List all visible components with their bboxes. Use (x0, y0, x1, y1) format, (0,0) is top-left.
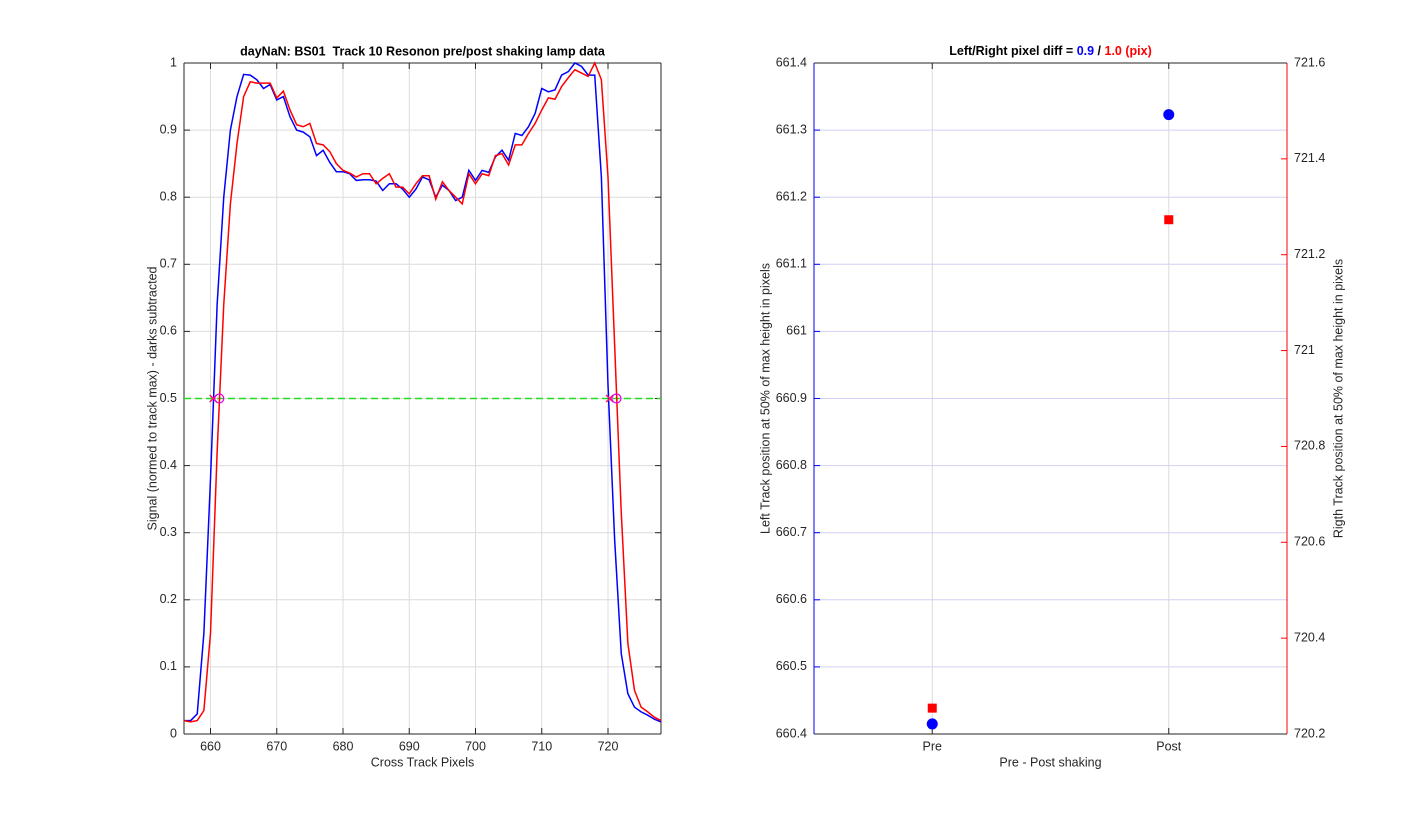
x-tick-label: Post (1156, 739, 1182, 753)
title-part: 1.0 (pix) (1105, 44, 1152, 58)
x-tick-label: 660 (200, 739, 221, 753)
y2-tick-label: 720.6 (1294, 535, 1325, 549)
y-tick-label: 0.9 (160, 122, 177, 136)
series-line (184, 62, 662, 723)
x-tick-label: 710 (531, 739, 552, 753)
chart-title: Left/Right pixel diff = 0.9 / 1.0 (pix) (949, 44, 1152, 58)
y-tick-label: 0.1 (160, 659, 177, 673)
y-tick-label: 661.3 (776, 122, 807, 136)
x-tick-label: 680 (333, 739, 354, 753)
y2-tick-label: 721 (1294, 343, 1315, 357)
y2-tick-label: 720.2 (1294, 726, 1325, 740)
y-tick-label: 660.6 (776, 592, 807, 606)
marker (1164, 215, 1174, 225)
y-tick-label: 660.8 (776, 458, 807, 472)
marker (1163, 109, 1175, 121)
y-tick-label: 660.5 (776, 659, 807, 673)
title-part: / (1094, 44, 1104, 58)
y-tick-label: 661 (786, 324, 807, 338)
x-tick-label: 670 (266, 739, 287, 753)
y-tick-label: 0.8 (160, 189, 177, 203)
y-tick-label: 0.7 (160, 257, 177, 271)
y-tick-label: 661.4 (776, 55, 807, 69)
series-line (183, 61, 662, 723)
x-tick-label: 700 (465, 739, 486, 753)
x-axis-label: Cross Track Pixels (371, 755, 475, 769)
y-tick-label: 661.1 (776, 257, 807, 271)
y2-tick-label: 721.6 (1294, 55, 1325, 69)
title-part: Left/Right pixel diff = (949, 44, 1076, 58)
x-tick-label: 720 (598, 739, 619, 753)
y2-tick-label: 721.4 (1294, 151, 1325, 165)
y2-tick-label: 720.8 (1294, 439, 1325, 453)
title-part: 0.9 (1077, 44, 1094, 58)
y-tick-label: 0 (170, 726, 177, 740)
y-tick-label: 1 (170, 55, 177, 69)
y-axis-label: Signal (normed to track max) - darks sub… (145, 266, 159, 530)
marker (926, 718, 938, 730)
x-tick-label: 690 (399, 739, 420, 753)
y-tick-label: 660.7 (776, 525, 807, 539)
x-tick-label: Pre (923, 739, 943, 753)
y-tick-label: 0.4 (160, 458, 177, 472)
y-tick-label: 660.9 (776, 391, 807, 405)
marker (927, 703, 937, 713)
y-tick-label: 0.6 (160, 324, 177, 338)
y-tick-label: 0.3 (160, 525, 177, 539)
crossing-marker (214, 393, 225, 404)
y-tick-label: 0.5 (160, 391, 177, 405)
y2-tick-label: 721.2 (1294, 247, 1325, 261)
crossing-marker (611, 393, 622, 404)
y-tick-label: 660.4 (776, 726, 807, 740)
y-tick-label: 0.2 (160, 592, 177, 606)
y2-tick-label: 720.4 (1294, 630, 1325, 644)
y2-axis-label: Rigth Track position at 50% of max heigh… (1331, 259, 1345, 538)
y-tick-label: 661.2 (776, 189, 807, 203)
x-axis-label: Pre - Post shaking (999, 755, 1101, 769)
y-axis-label: Left Track position at 50% of max height… (758, 263, 772, 534)
chart-title: dayNaN: BS01 Track 10 Resonon pre/post s… (240, 44, 606, 58)
